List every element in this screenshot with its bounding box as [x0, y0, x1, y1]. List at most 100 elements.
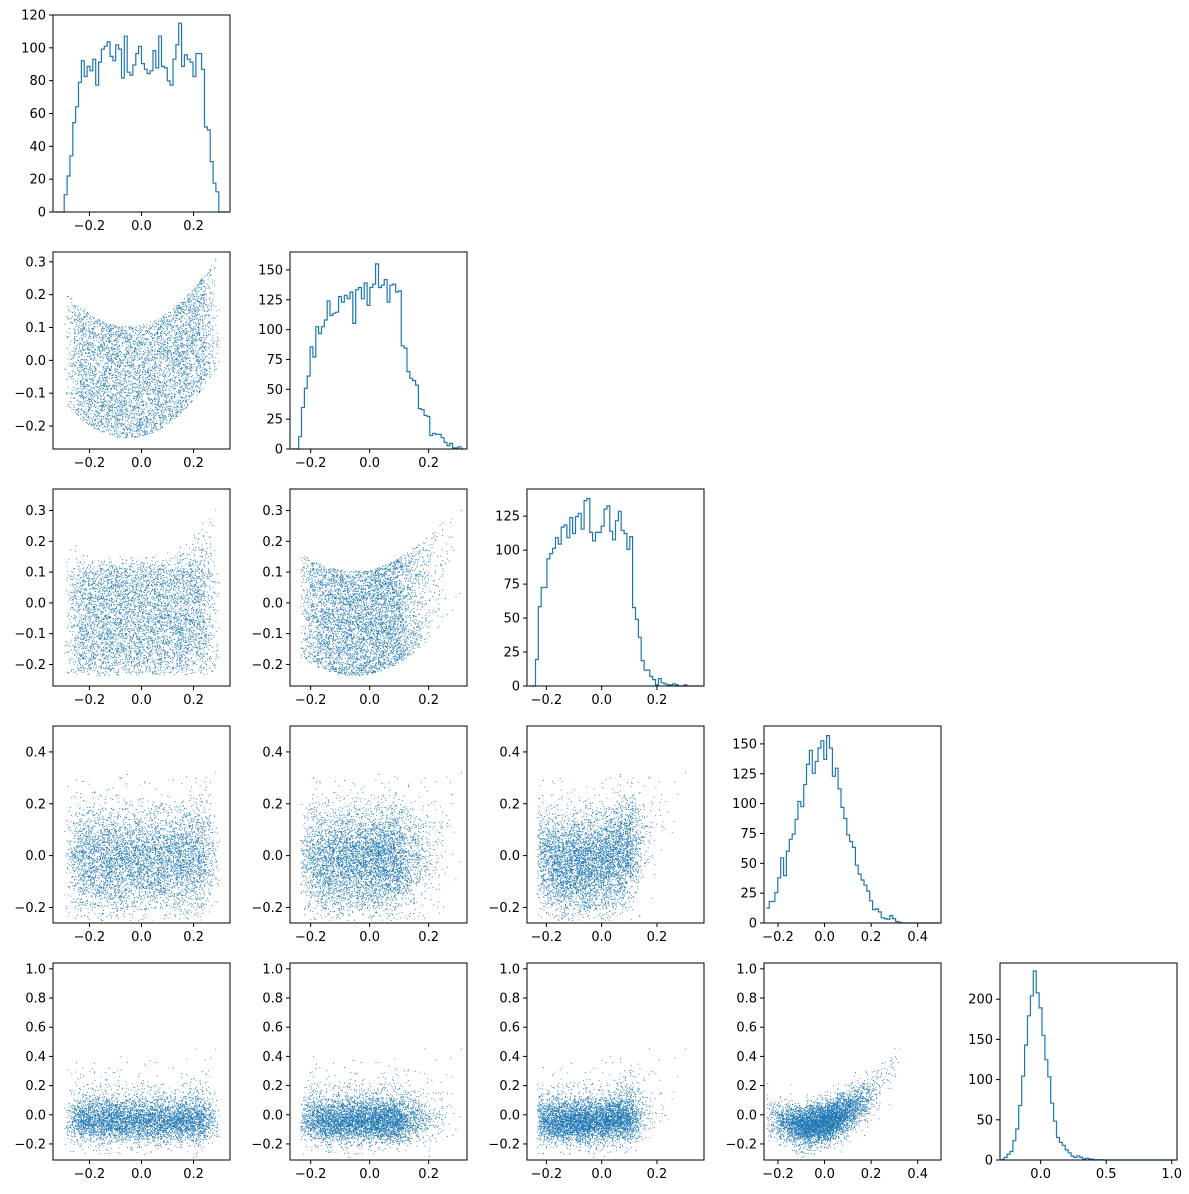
scatter-point: [174, 359, 176, 360]
scatter-point: [137, 345, 139, 346]
scatter-point: [161, 426, 163, 427]
scatter-point: [187, 315, 189, 317]
scatter-point: [125, 404, 127, 405]
scatter-point: [101, 431, 103, 433]
scatter-point: [182, 367, 183, 369]
scatter-point: [112, 324, 114, 326]
scatter-point: [217, 336, 218, 338]
scatter-point: [116, 337, 118, 339]
scatter-point: [204, 302, 206, 304]
scatter-point: [172, 380, 173, 382]
scatter-point: [205, 382, 207, 384]
scatter-point: [148, 381, 150, 383]
scatter-point: [83, 342, 85, 343]
scatter-point: [178, 344, 180, 346]
scatter-point: [125, 337, 127, 338]
scatter-point: [81, 339, 83, 341]
scatter-point: [100, 408, 102, 410]
scatter-point: [89, 408, 91, 410]
scatter-point: [118, 418, 120, 420]
scatter-point: [83, 384, 84, 386]
scatter-point: [149, 357, 151, 359]
scatter-point: [90, 366, 91, 367]
scatter-point: [97, 364, 99, 365]
scatter-point: [130, 345, 132, 347]
scatter-point: [203, 365, 205, 366]
scatter-point: [156, 323, 157, 325]
scatter-point: [116, 400, 118, 401]
scatter-point: [85, 314, 87, 316]
scatter-point: [90, 404, 92, 405]
scatter-point: [201, 279, 202, 281]
scatter-point: [148, 397, 150, 399]
scatter-point: [164, 383, 166, 384]
scatter-point: [127, 387, 129, 389]
scatter-point: [86, 372, 88, 374]
scatter-point: [117, 435, 118, 437]
scatter-point: [88, 398, 90, 400]
scatter-point: [153, 344, 155, 346]
scatter-point: [122, 403, 124, 404]
scatter-point: [86, 342, 88, 343]
scatter-point: [173, 342, 175, 344]
scatter-point: [104, 383, 106, 385]
scatter-point: [168, 376, 170, 378]
scatter-point: [195, 289, 196, 291]
scatter-point: [191, 366, 193, 368]
scatter-point: [116, 420, 118, 422]
scatter-point: [142, 417, 144, 419]
scatter-point: [157, 408, 159, 410]
scatter-point: [163, 387, 165, 388]
scatter-point: [182, 332, 184, 333]
scatter-point: [158, 348, 160, 349]
scatter-point: [174, 385, 176, 387]
scatter-point: [106, 370, 108, 372]
scatter-point: [128, 339, 130, 341]
scatter-point: [218, 347, 220, 349]
scatter-point: [79, 338, 81, 340]
scatter-point: [150, 410, 152, 412]
scatter-point: [164, 344, 166, 345]
scatter-point: [195, 353, 197, 355]
scatter-point: [101, 330, 103, 331]
scatter-point: [109, 372, 111, 374]
scatter-point: [132, 340, 134, 342]
scatter-point: [120, 413, 122, 414]
scatter-point: [114, 409, 116, 411]
scatter-point: [213, 363, 215, 365]
scatter-point: [184, 398, 186, 399]
scatter-point: [108, 352, 110, 353]
scatter-point: [198, 296, 200, 297]
scatter-point: [88, 401, 90, 403]
scatter-point: [125, 416, 127, 417]
scatter-point: [196, 333, 198, 335]
scatter-point: [97, 386, 99, 388]
scatter-point: [148, 415, 150, 416]
scatter-point: [172, 413, 174, 415]
scatter-point: [116, 344, 117, 345]
scatter-point: [88, 385, 90, 387]
scatter-point: [201, 379, 203, 381]
scatter-point: [116, 326, 117, 328]
scatter-point: [196, 385, 198, 387]
scatter-point: [85, 400, 86, 402]
scatter-point: [190, 383, 192, 384]
scatter-point: [191, 339, 193, 341]
scatter-point: [106, 358, 108, 359]
scatter-point: [141, 400, 143, 402]
scatter-point: [134, 356, 136, 358]
scatter-point: [134, 341, 136, 342]
scatter-point: [73, 333, 75, 335]
scatter-point: [82, 349, 83, 350]
scatter-point: [72, 357, 74, 359]
scatter-point: [133, 367, 134, 369]
scatter-point: [162, 393, 164, 395]
scatter-point: [147, 373, 149, 375]
scatter-point: [201, 294, 203, 295]
scatter-point: [166, 341, 168, 343]
scatter-point: [172, 415, 174, 417]
scatter-point: [169, 346, 171, 347]
scatter-point: [147, 403, 149, 405]
scatter-point: [122, 418, 123, 419]
scatter-point: [206, 369, 207, 371]
